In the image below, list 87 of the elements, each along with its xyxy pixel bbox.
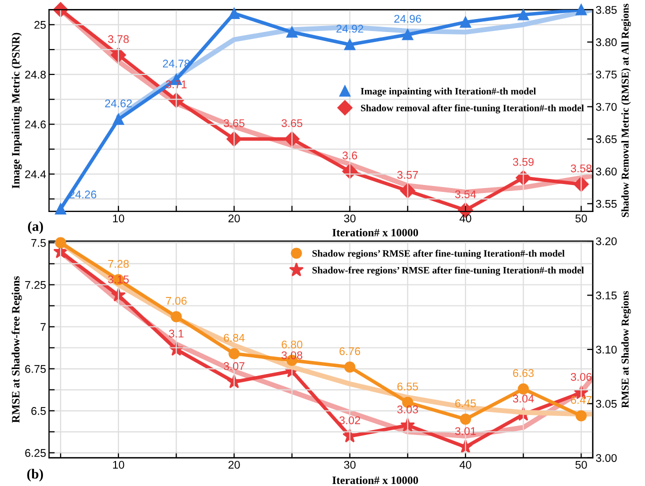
legend-label: Shadow removal after fine-tuning Iteration#-th model [361,104,584,114]
data-label: 3.06 [570,373,592,381]
data-label: 6.45 [455,399,476,408]
x-axis-title: Iteration# x 10000 [332,228,418,236]
data-label: 6.76 [340,347,360,356]
text: 3.75 [596,70,617,78]
point [576,4,587,16]
y-tick-label: 7 [40,323,46,331]
x-tick-label: 20 [228,460,240,469]
y-tick-label: 6.25 [25,449,46,457]
data-label: 3.02 [339,416,360,424]
x-tick-label: 10 [113,214,124,222]
point [286,26,298,38]
x-tick-label: 50 [575,460,587,469]
text: 3.80 [596,38,617,46]
data-label: 6.47 [570,396,592,404]
point [228,8,240,20]
data-label: 3.01 [455,427,476,436]
y-axis-title: Image Inpainting Metric (PSNR) [12,32,22,188]
text: 3.65 [596,135,617,144]
y-tick-label: 24.6 [25,120,46,128]
x-tick-label: 10 [113,460,124,469]
x-tick-label: 50 [575,214,587,222]
text: 3.10 [596,346,617,354]
point [402,29,414,40]
data-label: 6.55 [397,382,418,390]
y-axis-title: RMSE at Shadow-free Regions [12,276,22,423]
point [460,16,472,28]
y-tick-label: 6.75 [25,365,46,373]
x-tick-label: 30 [344,214,356,222]
data-label: 3.6 [342,152,358,160]
y-tick-label: 7.25 [25,281,46,289]
x-tick-label: 20 [228,214,240,222]
data-label: 3.57 [397,170,418,179]
data-label: 6.80 [282,340,302,348]
data-label: 7.06 [166,296,187,305]
text: 3.05 [596,400,617,408]
data-label: 3.07 [224,362,244,370]
x-axis-title: Iteration# x 10000 [332,476,418,484]
legend-label: Shadow-free regions’ RMSE after fine-tuning Iteration#-th model [312,266,584,276]
point [170,311,182,322]
point [518,9,529,20]
y-tick-label: 25 [34,20,46,29]
y-tick-label: 24.4 [25,170,46,178]
y-tick-label: 24.8 [25,70,46,79]
data-label: 3.65 [282,119,302,128]
legend-label: Shadow regions’ RMSE after fine-tuning Iteration#-th model [312,250,565,259]
data-label: 3.1 [168,330,184,338]
text: (b) [27,468,43,482]
text: 3.55 [596,200,617,208]
y2-axis-title: RMSE at Shadow Regions [621,291,631,408]
x-tick-label: 40 [460,214,472,222]
data-label: 3.78 [108,35,129,44]
data-label: 7.28 [108,260,129,268]
point [518,383,529,394]
data-label: 3.03 [397,406,418,414]
point [112,114,124,125]
data-label: 3.54 [455,190,476,198]
text: (a) [28,221,43,234]
text: 3.85 [596,6,617,14]
data-label: 3.08 [282,351,302,360]
point [228,348,240,360]
point [344,39,356,50]
text: 3.60 [596,168,617,176]
data-label: 3.04 [512,394,534,403]
y2-axis-title: Shadow Removal Metric (RMSE) at All Regions [621,4,631,218]
legend-label: Image inpainting with Iteration#-th model [360,88,536,97]
x-tick-label: 40 [460,460,472,469]
point [344,362,356,373]
data-label: 24.62 [105,99,132,108]
point [576,410,587,422]
data-label: 6.63 [513,369,534,377]
text: 3.00 [596,454,617,462]
data-label: 3.58 [570,164,592,172]
text: 3.15 [596,292,617,300]
data-label: 3.65 [224,119,244,128]
point [55,237,66,248]
point [55,203,66,214]
data-label: 3.59 [512,158,534,166]
point [460,414,472,425]
text: 3.20 [596,237,617,246]
data-label: 6.84 [224,334,245,342]
y-tick-label: 7.5 [31,239,46,247]
data-label: 24.96 [394,14,422,23]
x-tick-label: 30 [344,460,356,469]
y-tick-label: 6.5 [31,407,46,415]
text: 3.70 [596,102,617,111]
